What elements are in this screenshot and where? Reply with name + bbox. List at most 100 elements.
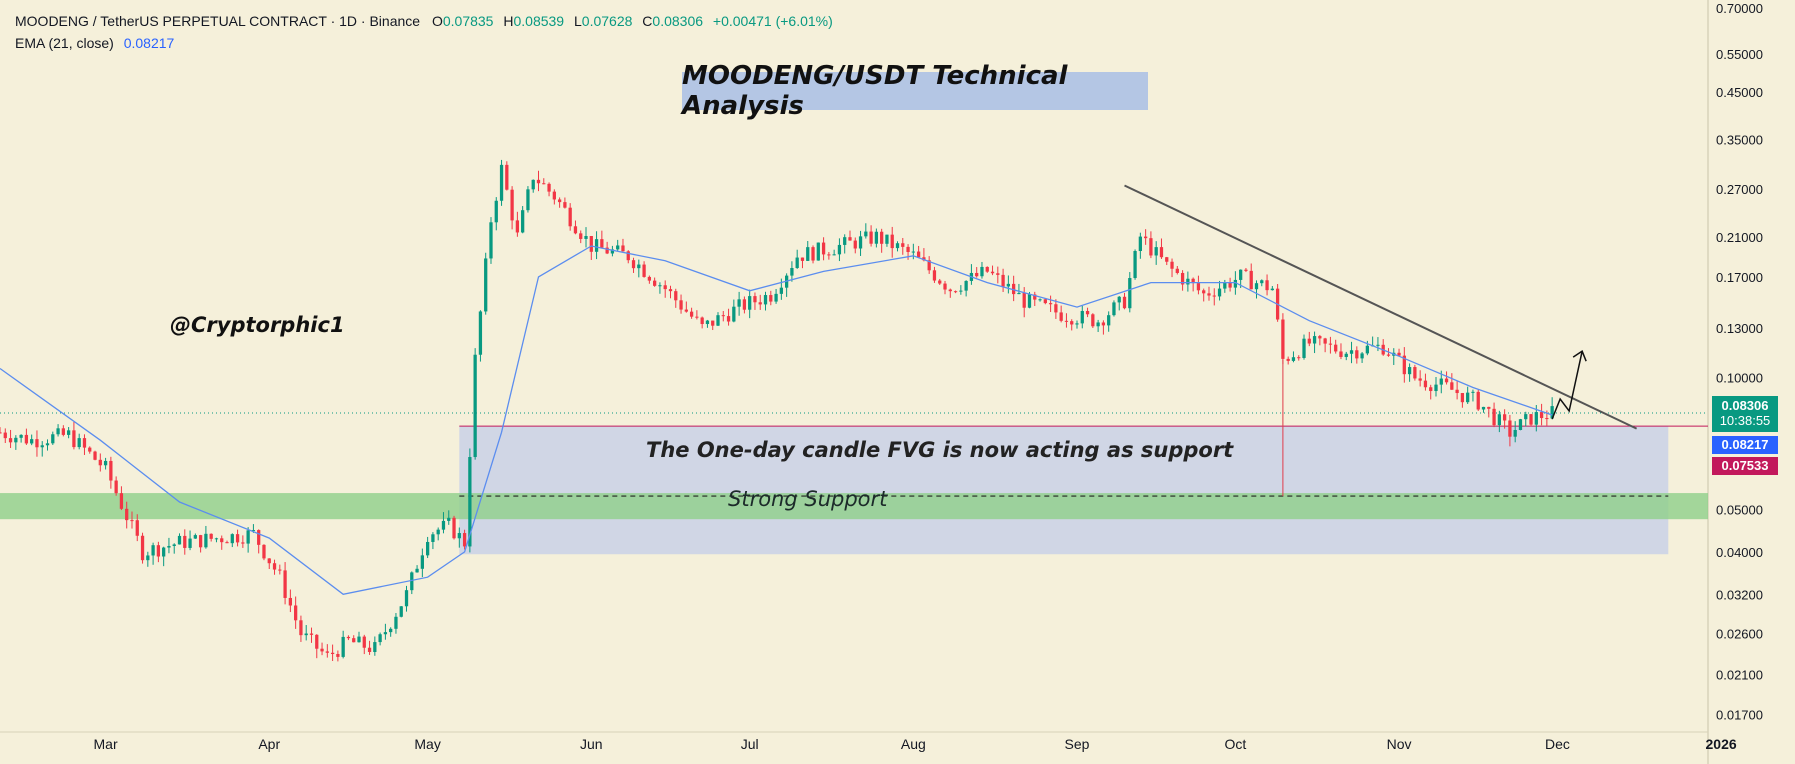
- candle-body: [1143, 236, 1148, 239]
- candle-body: [1439, 378, 1443, 385]
- y-tick-label: 0.17000: [1716, 270, 1763, 285]
- fvg-zone: [459, 426, 1669, 555]
- candle-body: [1233, 279, 1238, 288]
- symbol-label[interactable]: MOODENG / TetherUS PERPETUAL CONTRACT · …: [15, 13, 421, 29]
- candle-body: [1413, 367, 1417, 379]
- close-label: C: [642, 13, 653, 29]
- candle-body: [1323, 338, 1327, 344]
- candle-body: [980, 266, 984, 277]
- candle-body: [14, 437, 18, 443]
- author-handle: @Cryptorphic1: [170, 313, 345, 337]
- candle-body: [1027, 294, 1032, 308]
- candle-body: [742, 299, 747, 310]
- candle-body: [72, 430, 76, 448]
- candle-body: [505, 164, 509, 190]
- candle-body: [1386, 354, 1391, 356]
- candle-body: [3, 432, 7, 439]
- candle-body: [103, 460, 108, 466]
- candle-body: [214, 538, 219, 540]
- candle-body: [1318, 336, 1322, 339]
- y-tick-label: 0.05000: [1716, 502, 1763, 517]
- candle-body: [230, 534, 234, 544]
- candle-body: [932, 270, 937, 281]
- candle-body: [800, 257, 805, 261]
- candle-body: [684, 309, 688, 312]
- candle-body: [1191, 278, 1195, 284]
- candle-body: [484, 258, 488, 312]
- candle-body: [299, 620, 303, 636]
- candle-body: [325, 651, 329, 653]
- candle-body: [1339, 351, 1343, 357]
- candle-body: [431, 534, 435, 542]
- candle-body: [151, 545, 155, 556]
- candle-body: [61, 428, 65, 435]
- candle-body: [1529, 414, 1533, 425]
- candle-body: [795, 257, 799, 269]
- candle-body: [0, 432, 2, 434]
- candle-body: [579, 233, 583, 239]
- candle-body: [610, 249, 615, 254]
- ema-label: EMA (21, close): [15, 35, 114, 51]
- x-tick-label: Sep: [1065, 736, 1090, 752]
- candle-body: [1302, 338, 1306, 358]
- candle-body: [700, 317, 704, 325]
- candle-body: [668, 289, 673, 292]
- y-tick-label: 0.21000: [1716, 230, 1763, 245]
- candle-body: [663, 285, 667, 290]
- candle-body: [848, 237, 852, 241]
- candle-body: [1006, 283, 1011, 287]
- candle-body: [82, 438, 87, 448]
- candle-body: [1228, 282, 1232, 288]
- candle-body: [420, 555, 424, 569]
- candle-body: [695, 316, 699, 318]
- candle-body: [832, 254, 836, 256]
- candle-body: [916, 251, 921, 258]
- x-tick-label: Aug: [901, 736, 926, 752]
- low-value: 0.07628: [581, 13, 633, 29]
- candle-body: [658, 285, 662, 287]
- change-value: +0.00471 (+6.01%): [712, 13, 833, 29]
- candle-body: [1165, 257, 1169, 262]
- candle-body: [1254, 283, 1259, 290]
- candle-body: [975, 272, 979, 277]
- candle-body: [705, 320, 710, 325]
- candle-body: [162, 547, 166, 557]
- candle-body: [225, 542, 229, 544]
- chart-header: MOODENG / TetherUS PERPETUAL CONTRACT · …: [15, 13, 833, 29]
- candle-body: [1022, 293, 1026, 308]
- candle-body: [188, 538, 192, 548]
- candle-body: [1054, 304, 1058, 313]
- candle-body: [378, 634, 382, 643]
- high-value: 0.08539: [513, 13, 565, 29]
- candle-body: [499, 164, 504, 201]
- candle-body: [552, 191, 556, 200]
- projection-arrowhead: [1572, 350, 1587, 362]
- candle-body: [536, 179, 541, 184]
- candle-body: [40, 445, 44, 448]
- candle-body: [1508, 420, 1512, 437]
- candle-body: [415, 568, 419, 573]
- candle-body: [1196, 283, 1201, 291]
- candle-body: [1376, 344, 1380, 346]
- x-tick-label: Dec: [1545, 736, 1570, 752]
- fvg-zone-label: The One-day candle FVG is now acting as …: [646, 438, 1234, 462]
- y-tick-label: 0.45000: [1716, 85, 1763, 100]
- candle-body: [373, 642, 377, 652]
- candle-body: [294, 605, 298, 621]
- candle-body: [246, 530, 250, 544]
- candle-body: [1407, 367, 1412, 375]
- candle-body: [1033, 294, 1037, 300]
- candle-body: [1423, 380, 1428, 388]
- y-tick-label: 0.27000: [1716, 182, 1763, 197]
- candle-body: [542, 183, 546, 185]
- ema-legend[interactable]: EMA (21, close) 0.08217: [15, 35, 174, 51]
- candle-body: [1444, 378, 1449, 383]
- candle-body: [1154, 247, 1158, 256]
- candle-body: [816, 242, 820, 261]
- ema-legend-value: 0.08217: [123, 35, 175, 51]
- candle-body: [721, 315, 725, 317]
- candle-body: [98, 459, 102, 466]
- candle-body: [125, 508, 129, 521]
- candle-body: [272, 563, 277, 570]
